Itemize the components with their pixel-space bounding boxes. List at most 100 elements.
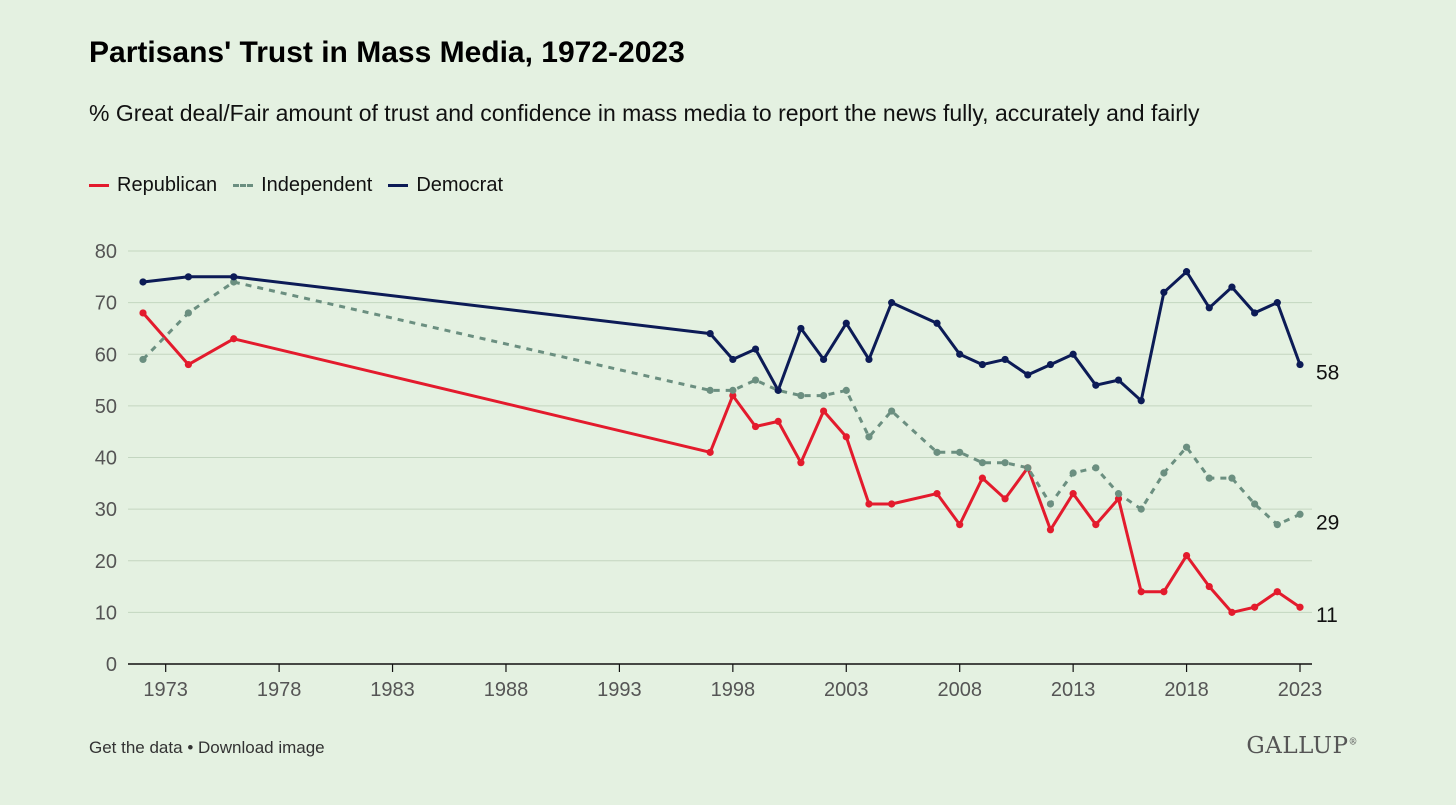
data-point-republican	[1251, 603, 1259, 611]
data-point-independent	[819, 391, 828, 400]
data-point-independent	[706, 386, 714, 394]
data-point-democrat	[1205, 304, 1213, 312]
data-point-democrat	[797, 324, 805, 333]
series-line-democrat	[142, 270, 1302, 403]
data-point-republican	[729, 391, 737, 400]
data-point-democrat	[774, 386, 782, 394]
legend-swatch-independent	[233, 184, 254, 187]
data-point-republican	[1137, 588, 1145, 596]
data-point-republican	[1069, 490, 1077, 498]
data-point-independent	[1024, 464, 1032, 472]
gridlines	[128, 250, 1312, 613]
data-point-independent	[1251, 500, 1259, 508]
data-point-republican	[797, 459, 805, 467]
x-axis: 1973 1978 1983 1988 1993 1998 2003 2008 2013 2018…	[128, 663, 1323, 701]
data-point-independent	[1069, 469, 1077, 477]
series-line-independent	[141, 280, 1301, 527]
data-point-republican	[706, 448, 714, 456]
data-point-democrat	[956, 350, 964, 358]
y-tick-label: 40	[95, 448, 117, 470]
data-point-republican	[1160, 588, 1168, 596]
data-point-democrat	[1046, 360, 1055, 369]
data-point-democrat	[1273, 299, 1281, 307]
data-point-independent	[865, 433, 873, 441]
data-point-democrat	[1001, 355, 1009, 364]
data-point-democrat	[1160, 288, 1168, 296]
data-point-independent	[1114, 490, 1123, 498]
download-image-link[interactable]: Download image	[198, 738, 325, 757]
x-tick-label: 1993	[597, 679, 642, 701]
data-point-democrat	[842, 319, 850, 327]
data-point-independent	[729, 386, 737, 394]
data-point-republican	[819, 407, 828, 415]
data-point-independent	[842, 386, 850, 394]
data-point-republican	[1046, 526, 1055, 534]
data-point-independent	[1228, 474, 1236, 482]
legend-swatch-republican	[89, 184, 109, 187]
legend-swatch-democrat	[388, 184, 409, 187]
get-data-link[interactable]: Get the data	[89, 738, 183, 757]
data-point-republican	[774, 417, 782, 425]
data-point-democrat	[184, 273, 192, 281]
data-point-democrat	[1069, 350, 1077, 358]
x-tick-label: 2013	[1051, 679, 1096, 701]
data-point-independent	[978, 459, 986, 467]
gallup-logo-text: GALLUP	[1246, 733, 1349, 759]
y-tick-label: 20	[95, 551, 117, 573]
x-tick-label: 1983	[370, 679, 415, 701]
gallup-logo: GALLUP®	[1246, 733, 1358, 759]
data-point-independent	[1001, 459, 1009, 467]
data-point-independent	[751, 376, 760, 384]
data-point-independent	[1182, 443, 1191, 451]
y-tick-label: 10	[95, 602, 117, 624]
data-point-republican	[1182, 551, 1191, 560]
data-point-republican	[1114, 495, 1123, 503]
y-tick-label: 80	[95, 241, 117, 263]
data-point-democrat	[729, 355, 737, 364]
data-point-independent	[888, 407, 896, 415]
data-point-independent	[1296, 510, 1304, 518]
legend-label-democrat: Democrat	[416, 174, 504, 196]
data-point-democrat	[865, 355, 873, 364]
data-point-republican	[1296, 603, 1304, 611]
data-point-independent	[184, 309, 192, 317]
data-point-democrat	[1114, 376, 1123, 384]
y-tick-label: 0	[106, 654, 117, 676]
data-point-republican	[1273, 588, 1281, 596]
end-label-republican: 11	[1316, 604, 1338, 627]
y-axis: 0 10 20 30 40 50 60 70 80	[95, 241, 117, 676]
data-point-democrat	[1296, 360, 1304, 369]
data-point-democrat	[1228, 283, 1236, 291]
data-point-democrat	[1137, 397, 1145, 405]
data-point-republican	[1001, 495, 1009, 503]
chart-title: Partisans' Trust in Mass Media, 1972-202…	[89, 36, 685, 69]
series-points	[139, 268, 1304, 616]
end-label-democrat: 58	[1316, 362, 1339, 385]
data-point-independent	[956, 448, 964, 456]
x-tick-label: 2023	[1278, 679, 1323, 701]
data-point-democrat	[1092, 381, 1100, 389]
y-tick-label: 70	[95, 293, 117, 315]
data-point-republican	[230, 335, 238, 343]
x-tick-label: 2018	[1164, 679, 1209, 701]
data-point-independent	[933, 448, 941, 456]
x-tick-label: 1978	[257, 679, 302, 701]
data-point-independent	[1273, 521, 1281, 529]
x-tick-label: 1973	[143, 679, 188, 701]
x-tick-label: 1988	[484, 679, 529, 701]
data-point-independent	[1205, 474, 1213, 482]
data-point-democrat	[139, 278, 147, 286]
legend-label-independent: Independent	[261, 174, 373, 196]
chart-subtitle: % Great deal/Fair amount of trust and co…	[89, 100, 1200, 126]
data-point-democrat	[1182, 268, 1191, 276]
series-line-republican	[141, 311, 1301, 614]
x-tick-label: 2003	[824, 679, 869, 701]
y-tick-label: 30	[95, 499, 117, 521]
legend-item-independent: Independent	[233, 174, 372, 197]
data-point-democrat	[1251, 309, 1259, 317]
series-lines	[141, 270, 1302, 614]
footer-separator: •	[187, 738, 194, 757]
footer-links: Get the data • Download image	[89, 738, 325, 758]
data-point-democrat	[1024, 371, 1032, 379]
